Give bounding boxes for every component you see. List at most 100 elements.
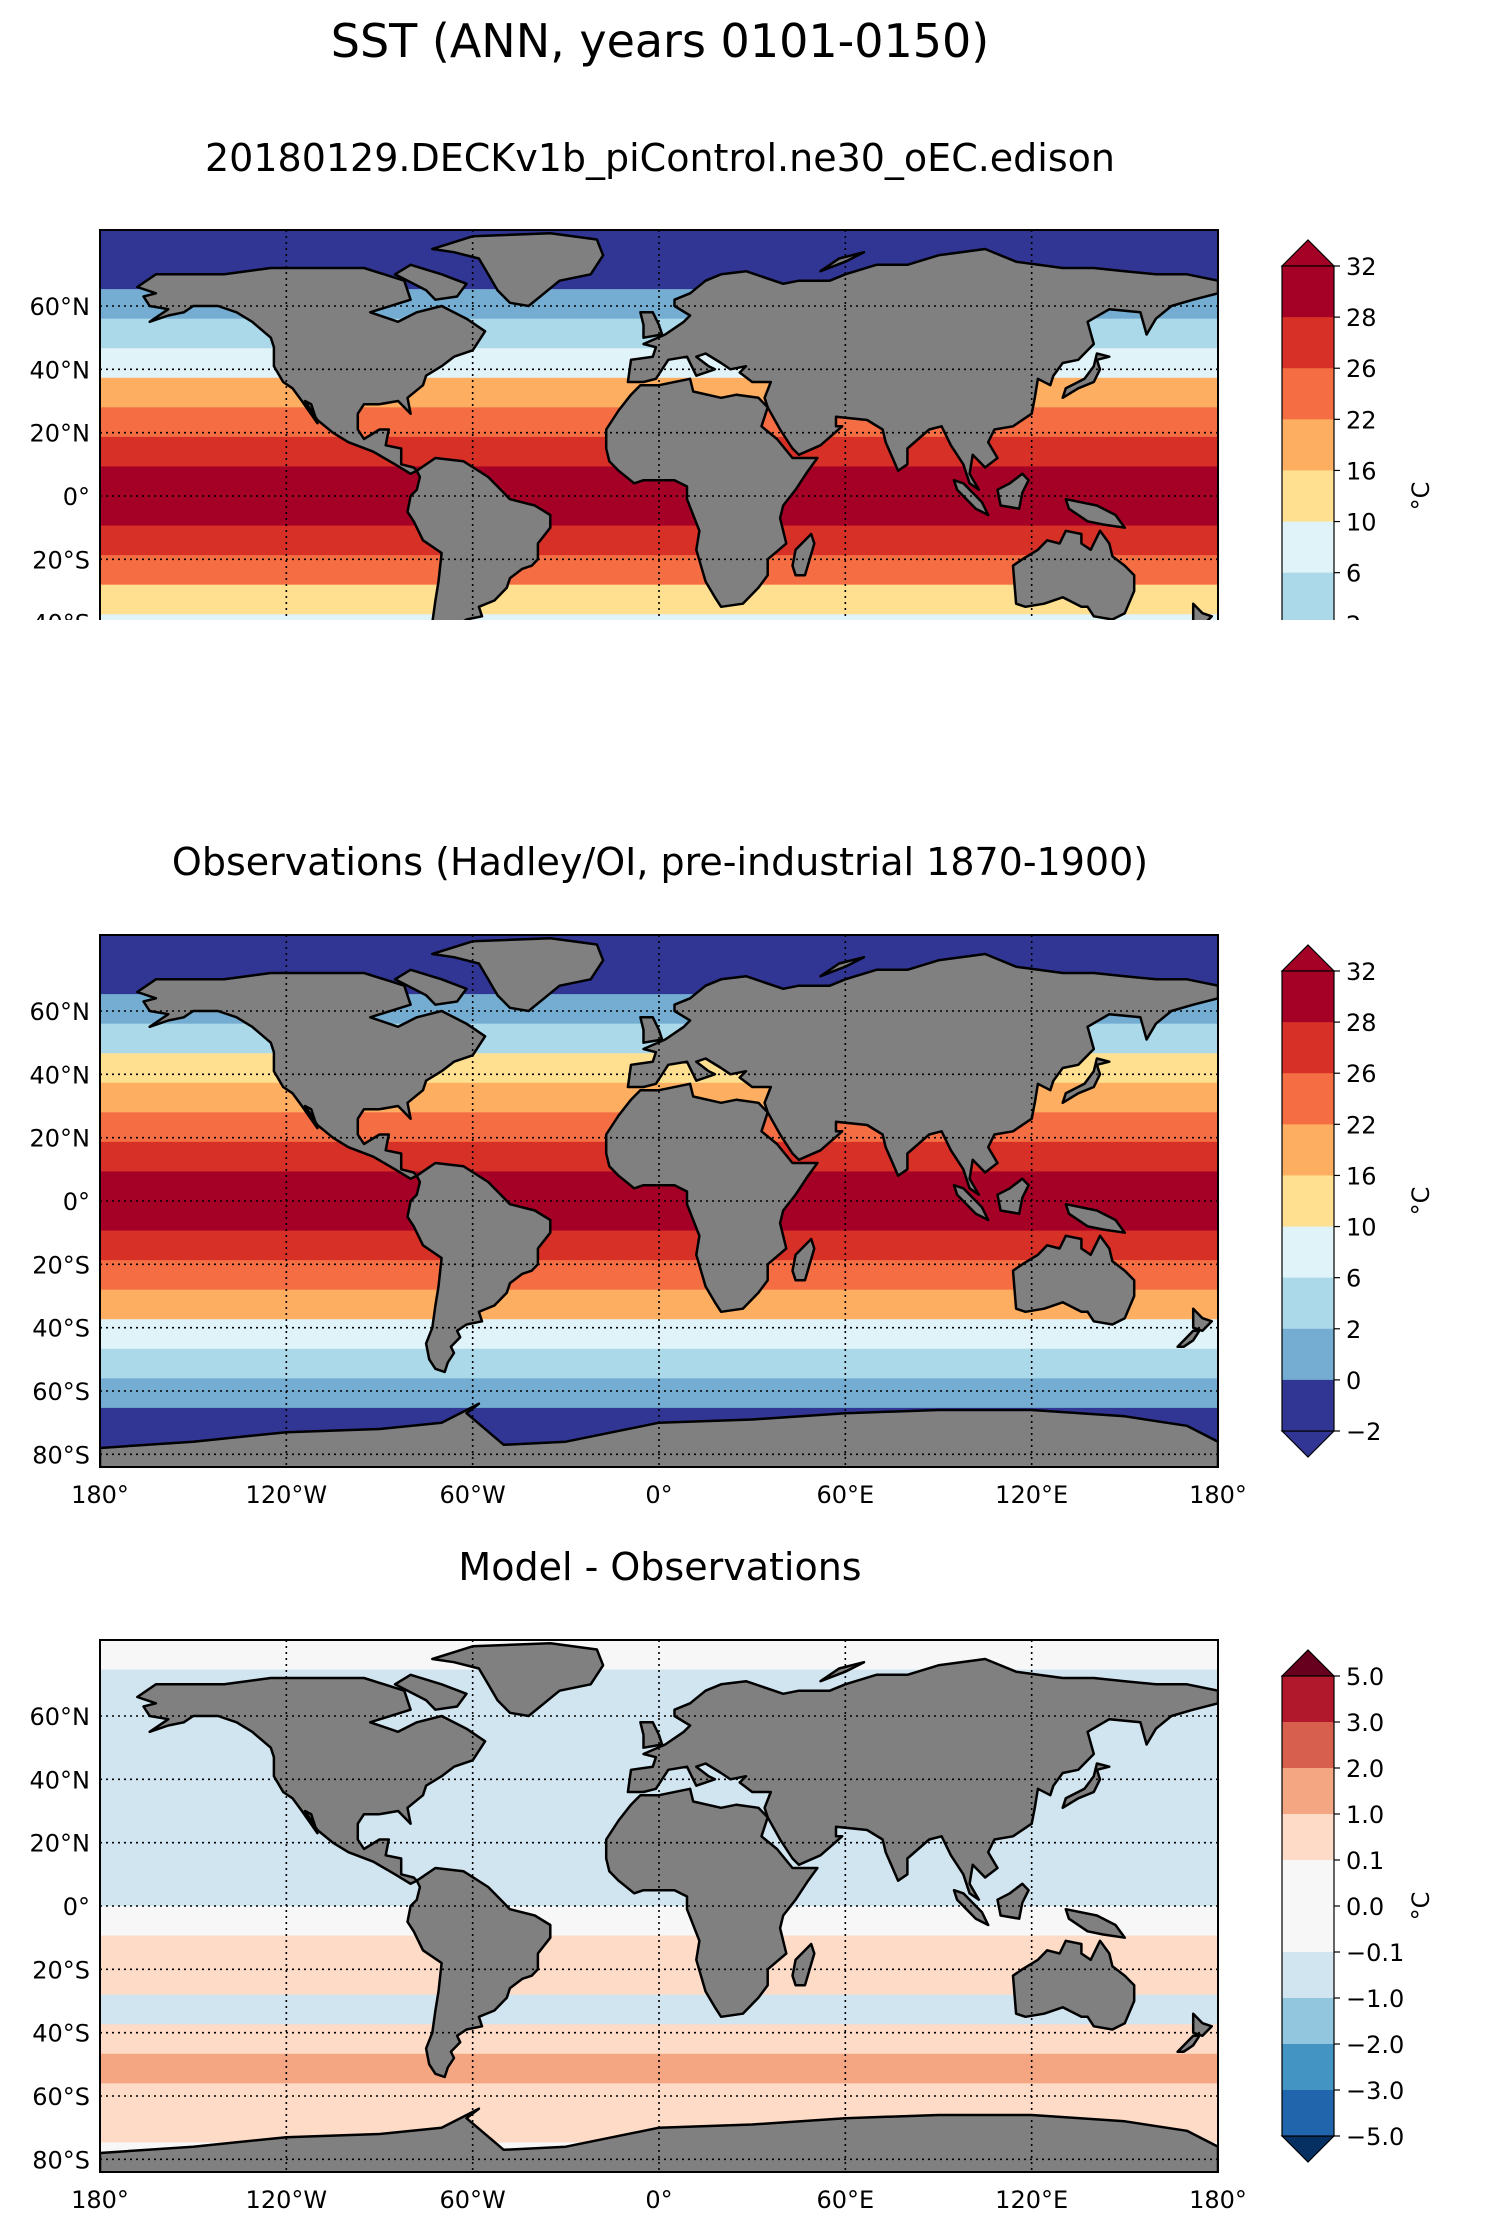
colorbar-segment <box>1282 317 1334 369</box>
colorbar-segment <box>1282 1814 1334 1861</box>
land-mass <box>1011 1234 1136 1326</box>
x-tick-label: 60°E <box>816 1481 874 1509</box>
colorbar-tick-label: 10 <box>1346 1214 1377 1242</box>
sst-band <box>100 2024 1218 2055</box>
colorbar-tick-label: −2 <box>1346 1418 1381 1446</box>
colorbar-tick-label: −3.0 <box>1346 2077 1404 2105</box>
colorbar-tick-label: −5.0 <box>1346 2123 1404 2151</box>
colorbar-segment <box>1282 1124 1334 1176</box>
x-tick-label: 60°W <box>440 2186 506 2214</box>
colorbar-tick-label: 22 <box>1346 1111 1377 1139</box>
colorbar-segment <box>1282 572 1334 620</box>
colorbar-segment <box>1282 1676 1334 1723</box>
panel-title: 20180129.DECKv1b_piControl.ne30_oEC.edis… <box>205 136 1115 180</box>
land-mass <box>1061 352 1111 400</box>
y-tick-label: 40°S <box>32 1315 90 1343</box>
land-mass <box>1011 1939 1136 2031</box>
colorbar-tick-label: −1.0 <box>1346 1985 1404 2013</box>
colorbar-tick-label: 2.0 <box>1346 1755 1384 1783</box>
colorbar-tick-label: 0 <box>1346 1367 1361 1395</box>
colorbar-tick-label: 28 <box>1346 1009 1377 1037</box>
land-mass <box>1191 602 1214 620</box>
colorbar-segment <box>1282 521 1334 574</box>
x-tick-label: 120°E <box>995 1481 1068 1509</box>
colorbar-tick-label: 26 <box>1346 355 1377 383</box>
land-mass <box>819 250 866 273</box>
land-mass <box>100 2107 1218 2172</box>
land-mass <box>393 968 468 1006</box>
y-tick-label: 20°S <box>32 546 90 574</box>
colorbar-tick-label: 1.0 <box>1346 1801 1384 1829</box>
colorbar-segment <box>1282 1379 1334 1432</box>
y-tick-label: 60°S <box>32 1378 90 1406</box>
colorbar-tick-label: 26 <box>1346 1060 1377 1088</box>
land-mass <box>1191 2012 1214 2038</box>
x-tick-label: 0° <box>645 2186 672 2214</box>
land-mass <box>136 1676 487 1886</box>
land-mass <box>639 1721 664 1749</box>
land-mass <box>639 1016 664 1044</box>
panel-title: Model - Observations <box>458 1545 862 1589</box>
colorbar-segment <box>1282 2044 1334 2091</box>
y-tick-label: 20°S <box>32 1956 90 1984</box>
y-tick-label: 60°S <box>32 2083 90 2111</box>
y-tick-label: 0° <box>63 483 90 511</box>
land-mass <box>100 1402 1218 1467</box>
x-tick-label: 0° <box>645 1481 672 1509</box>
colorbar-segment <box>1282 1226 1334 1279</box>
colorbar-tick-label: 32 <box>1346 958 1377 986</box>
x-tick-label: 120°W <box>246 1481 328 1509</box>
colorbar-frame <box>1281 265 1335 620</box>
map-area <box>100 1640 1218 2172</box>
colorbar-tick-label: 16 <box>1346 1162 1377 1190</box>
y-tick-label: 20°S <box>32 1251 90 1279</box>
colorbar-tick-label: 0.0 <box>1346 1893 1384 1921</box>
colorbar-segment <box>1282 266 1334 318</box>
colorbar-label: °C <box>1407 482 1435 511</box>
y-tick-label: 40°S <box>32 610 90 620</box>
y-tick-label: 40°N <box>30 356 91 384</box>
colorbar-tick-label: 6 <box>1346 1265 1361 1293</box>
colorbar-segment <box>1282 368 1334 420</box>
land-mass <box>952 1888 990 1927</box>
land-mass <box>1064 497 1127 529</box>
colorbar-extend-min <box>1280 2135 1336 2163</box>
x-tick-label: 180° <box>71 1481 129 1509</box>
land-mass <box>819 1660 866 1683</box>
y-tick-label: 0° <box>63 1893 90 1921</box>
colorbar-label: °C <box>1407 1187 1435 1216</box>
colorbar-tick-label: 10 <box>1346 509 1377 537</box>
map-area <box>100 230 1218 620</box>
colorbar-extend-max <box>1280 1649 1336 1677</box>
land-mass <box>1011 529 1136 620</box>
land-mass <box>952 1183 990 1222</box>
map-frame <box>99 934 1219 1468</box>
land-mass <box>1176 1329 1201 1348</box>
land-mass <box>406 1866 552 2079</box>
y-tick-label: 80°S <box>32 1441 90 1469</box>
land-mass <box>996 1177 1030 1215</box>
colorbar-tick-label: −0.1 <box>1346 1939 1404 1967</box>
colorbar-segment <box>1282 1073 1334 1125</box>
colorbar-segment <box>1282 1952 1334 1999</box>
land-mass <box>1191 1307 1214 1333</box>
land-mass <box>136 266 487 476</box>
y-tick-label: 20°N <box>30 420 91 448</box>
colorbar-tick-label: 5.0 <box>1346 1663 1384 1691</box>
y-tick-label: 40°N <box>30 1766 91 1794</box>
colorbar-frame <box>1281 970 1335 1432</box>
land-mass <box>406 456 552 620</box>
panel-title: Observations (Hadley/OI, pre-industrial … <box>171 840 1149 884</box>
map-svg: 180°120°W60°W0°60°E120°E180°60°N40°N20°N… <box>30 229 1435 620</box>
colorbar-tick-label: −2.0 <box>1346 2031 1404 2059</box>
colorbar-tick-label: 16 <box>1346 457 1377 485</box>
colorbar-tick-label: 2 <box>1346 1316 1361 1344</box>
land-mass <box>639 311 664 339</box>
y-tick-label: 60°N <box>30 1703 91 1731</box>
map-frame <box>99 229 1219 620</box>
colorbar-tick-label: 28 <box>1346 304 1377 332</box>
colorbar-segment <box>1282 1860 1334 1907</box>
colorbar-tick-label: 0.1 <box>1346 1847 1384 1875</box>
figure-title: SST (ANN, years 0101-0150) <box>330 14 990 68</box>
